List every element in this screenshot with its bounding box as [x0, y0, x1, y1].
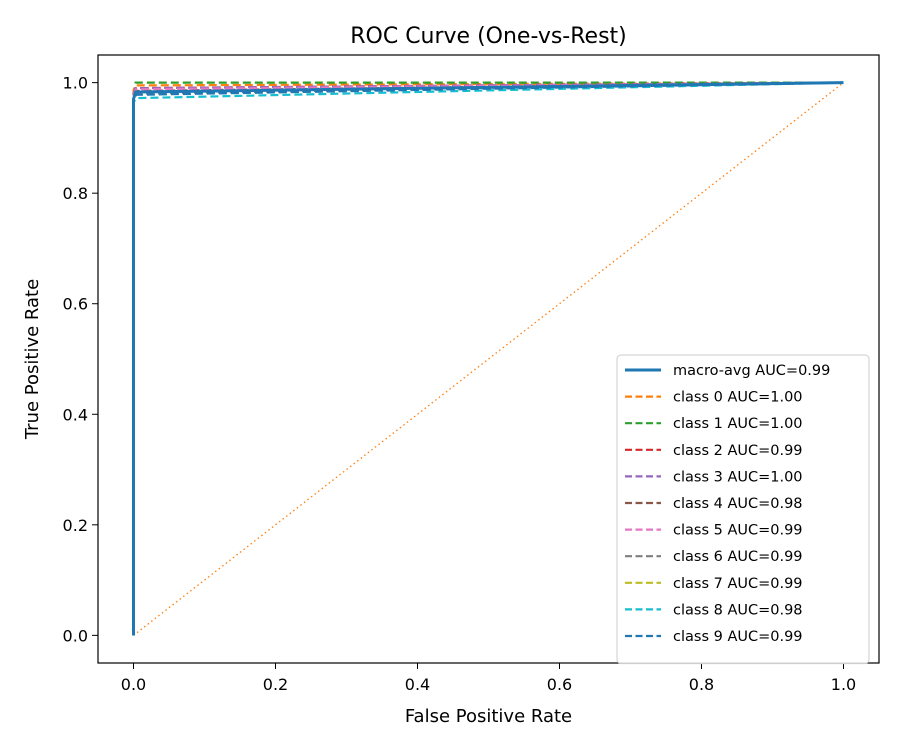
legend-label-5: class 4 AUC=0.98 [673, 496, 803, 512]
chart-title: ROC Curve (One-vs-Rest) [350, 24, 627, 49]
x-tick-label: 0.2 [263, 675, 288, 694]
legend-label-10: class 9 AUC=0.99 [673, 629, 803, 645]
y-tick-label: 0.2 [63, 516, 88, 535]
legend-label-7: class 6 AUC=0.99 [673, 549, 803, 565]
y-tick-label: 0.6 [63, 295, 88, 314]
y-tick-label: 0.0 [63, 626, 88, 645]
y-axis-label: True Positive Rate [22, 279, 43, 440]
x-axis-label: False Positive Rate [405, 706, 572, 727]
legend-label-3: class 2 AUC=0.99 [673, 443, 803, 459]
y-tick-label: 0.4 [63, 405, 88, 424]
legend-label-8: class 7 AUC=0.99 [673, 576, 803, 592]
legend-box [616, 354, 870, 665]
legend-label-0: macro-avg AUC=0.99 [673, 363, 830, 379]
y-tick-label: 0.8 [63, 184, 88, 203]
legend: macro-avg AUC=0.99 class 0 AUC=1.00 class … [616, 354, 870, 665]
legend-label-4: class 3 AUC=1.00 [673, 469, 803, 485]
legend-label-2: class 1 AUC=1.00 [673, 416, 803, 432]
x-tick-label: 0.6 [547, 675, 572, 694]
x-tick-label: 1.0 [831, 675, 856, 694]
x-tick-label: 0.4 [405, 675, 430, 694]
x-tick-label: 0.8 [689, 675, 714, 694]
series-line-0 [132, 81, 844, 636]
y-tick-label: 1.0 [63, 74, 88, 93]
chance-diagonal-line [133, 82, 844, 636]
plot-area [132, 81, 844, 636]
legend-label-9: class 8 AUC=0.98 [673, 602, 803, 618]
x-tick-label: 0.0 [121, 675, 146, 694]
legend-label-6: class 5 AUC=0.99 [673, 523, 803, 539]
plot-frame [97, 54, 880, 664]
axis-ticks: 0.0 0.2 0.4 0.6 0.8 1.0 0.0 0.2 0.4 0.6 0.8 1.0 [63, 74, 857, 694]
legend-label-1: class 0 AUC=1.00 [673, 390, 803, 406]
